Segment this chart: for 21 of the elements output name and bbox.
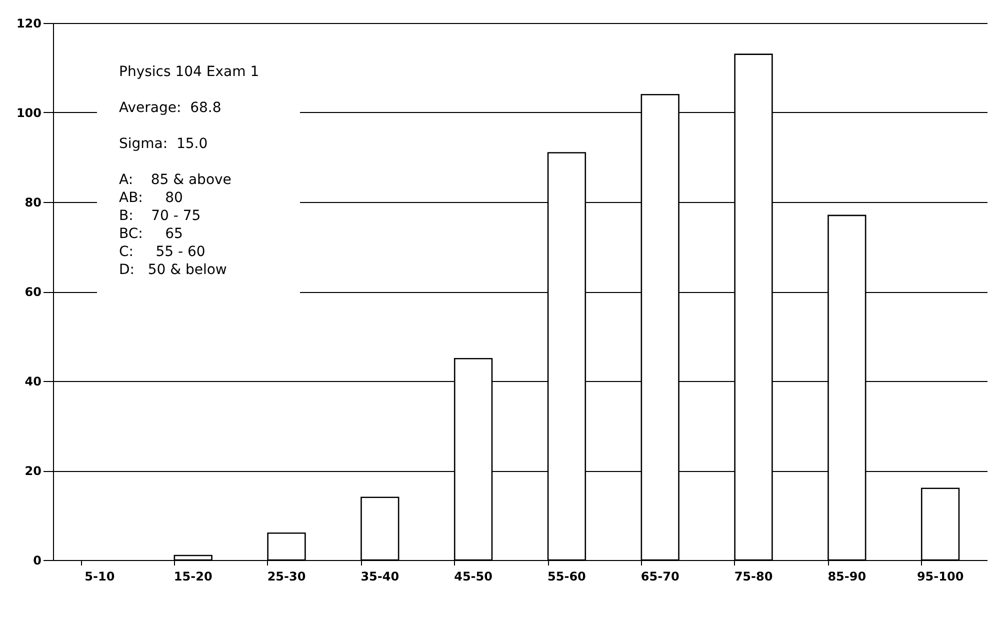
y-tick-label: 100 [16, 106, 42, 120]
x-tick-label: 65-70 [640, 570, 680, 584]
x-tick-label: 25-30 [267, 570, 306, 584]
text: Physics 104 Exam 1 [119, 64, 260, 80]
x-tick-label: 75-80 [734, 570, 773, 584]
y-tick-label: 0 [33, 554, 42, 568]
x-tick-label: 95-100 [916, 570, 964, 584]
y-tick-label: 40 [24, 374, 42, 388]
x-tick-label: 55-60 [548, 570, 586, 584]
x-tick-label: 45-50 [454, 570, 492, 584]
x-tick-label: 15-20 [174, 570, 212, 584]
x-tick-label: 85-90 [828, 570, 866, 584]
y-tick-label: 80 [24, 196, 42, 210]
annotation: A: 85 & above AB: 80 B: 70 - 75 BC: 65 C: 55 - 60 D: 50 & below [119, 172, 232, 278]
annotation: Sigma: 15.0 [119, 136, 208, 152]
y-tick-label: 120 [16, 16, 42, 30]
x-tick-label: 5-10 [84, 570, 115, 584]
y-tick-label: 60 [24, 285, 42, 299]
y-tick-label: 20 [24, 464, 42, 478]
x-tick-label: 35-40 [360, 570, 400, 584]
annotation: Average: 68.8 [119, 100, 222, 116]
